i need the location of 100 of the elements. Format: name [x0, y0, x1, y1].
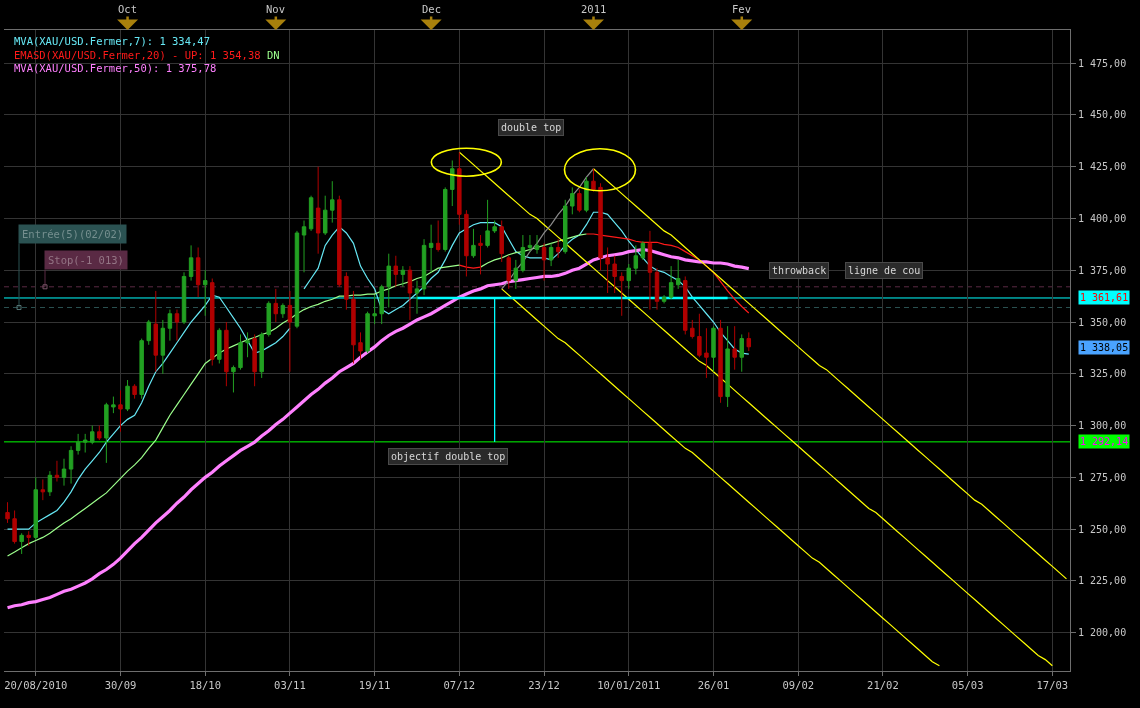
- text: 2011: [581, 3, 607, 15]
- text: Dec: [422, 3, 441, 15]
- y-tick-label: 1 400,00: [1078, 212, 1127, 224]
- line-series: [5, 247, 751, 610]
- candlestick: [5, 501, 10, 524]
- candlestick: [26, 530, 31, 547]
- ref-line-label: Entrée(5)(02/02): [22, 228, 124, 240]
- candlestick: [358, 331, 363, 360]
- x-tick-label: 10/01/2011: [597, 678, 661, 691]
- candlestick: [280, 302, 286, 319]
- candlestick: [111, 396, 116, 414]
- candlestick: [365, 311, 370, 354]
- x-tick-label: 30/09: [104, 678, 137, 691]
- candlestick: [160, 319, 166, 375]
- candlestick: [633, 244, 639, 275]
- candlestick: [485, 199, 490, 248]
- y-tick-label: 1 250,00: [1078, 523, 1127, 535]
- candlestick: [732, 325, 737, 371]
- candlestick: [513, 259, 519, 290]
- candlestick: [75, 433, 81, 456]
- candlestick: [605, 246, 610, 294]
- candlestick: [612, 255, 617, 294]
- candlestick: [146, 319, 151, 346]
- y-tick-label: 1 425,00: [1078, 161, 1127, 173]
- candlestick: [202, 269, 208, 317]
- candlestick: [520, 234, 526, 273]
- candlestick: [711, 325, 716, 373]
- candlestick: [301, 220, 307, 273]
- x-tick-label: 03/11: [274, 678, 306, 691]
- candlestick: [584, 176, 589, 213]
- candlestick: [443, 186, 448, 253]
- candlestick: [217, 327, 222, 364]
- candlestick: [19, 532, 24, 555]
- candlestick: [344, 271, 349, 311]
- candlestick: [188, 244, 194, 282]
- y-tick-label: 1 325,00: [1078, 368, 1127, 380]
- annotation: ligne de cou: [848, 265, 921, 276]
- candlestick: [153, 290, 159, 373]
- y-tick-label: 1 300,00: [1078, 420, 1127, 432]
- candlestick: [210, 278, 215, 367]
- candlestick: [322, 195, 328, 236]
- candlestick: [351, 290, 356, 364]
- candlestick: [457, 151, 462, 226]
- y-tick-label: 1 475,00: [1078, 57, 1127, 69]
- candlestick: [287, 290, 293, 373]
- y-tick-label: 1 275,00: [1078, 471, 1127, 483]
- x-tick-label: 21/02: [867, 678, 899, 691]
- candlestick: [90, 425, 95, 445]
- text: MVA(XAU/USD.Fermer,50): 1 375,78: [14, 62, 217, 75]
- x-tick-label: 09/02: [782, 678, 815, 691]
- x-tick-label: 23/12: [528, 678, 560, 691]
- candlestick: [541, 242, 547, 282]
- candlestick: [386, 253, 391, 309]
- x-tick-label: 19/11: [358, 678, 391, 691]
- candlestick: [407, 265, 413, 321]
- candlestick: [718, 319, 723, 404]
- candlestick: [238, 333, 243, 371]
- text: DN: [266, 48, 280, 61]
- text: Oct: [118, 3, 137, 15]
- candlestick: [464, 209, 469, 277]
- candlestick: [259, 331, 264, 379]
- candlestick: [704, 327, 709, 379]
- annotation: throwback: [772, 265, 827, 276]
- candlestick: [54, 460, 60, 482]
- candlestick: [725, 325, 730, 408]
- candlestick: [506, 255, 511, 290]
- y-tick-label: 1 375,00: [1078, 264, 1127, 276]
- candlestick: [337, 195, 342, 288]
- candlestick: [499, 220, 504, 263]
- candlestick: [626, 263, 631, 290]
- x-tick-label: 26/01: [697, 678, 730, 691]
- ref-line-label: 1 361,61: [1080, 292, 1129, 303]
- candlestick: [132, 383, 137, 400]
- candlestick: [12, 509, 17, 545]
- candlestick: [97, 425, 102, 441]
- candlestick: [739, 333, 744, 373]
- candlestick: [570, 186, 575, 215]
- candlestick: [308, 195, 314, 232]
- candlestick: [294, 230, 300, 329]
- candlestick: [61, 458, 67, 487]
- candlestick: [245, 331, 250, 358]
- y-tick-label: 1 450,00: [1078, 109, 1127, 121]
- candlestick: [527, 234, 533, 253]
- candlestick: [118, 389, 123, 433]
- text: EMASD(XAU/USD.Fermer,20) - UP: 1 354,38: [14, 48, 261, 61]
- text: 1 338,05: [1080, 342, 1129, 353]
- ref-line-label: 1 292,14: [1080, 436, 1129, 447]
- ref-line-label: Stop(-1 013): [48, 254, 124, 266]
- y-tick-label: 1 200,00: [1078, 627, 1127, 639]
- candlestick: [181, 271, 187, 325]
- x-tick-label: 20/08/2010: [4, 678, 68, 691]
- candlestick: [104, 402, 109, 464]
- candlestick: [167, 309, 173, 342]
- y-tick-label: 1 225,00: [1078, 575, 1127, 587]
- text: Fev: [732, 3, 751, 15]
- candlestick: [330, 180, 335, 224]
- candlestick: [33, 476, 38, 540]
- candlestick: [421, 238, 427, 296]
- candlestick: [47, 470, 53, 497]
- x-tick-label: 18/10: [189, 678, 221, 691]
